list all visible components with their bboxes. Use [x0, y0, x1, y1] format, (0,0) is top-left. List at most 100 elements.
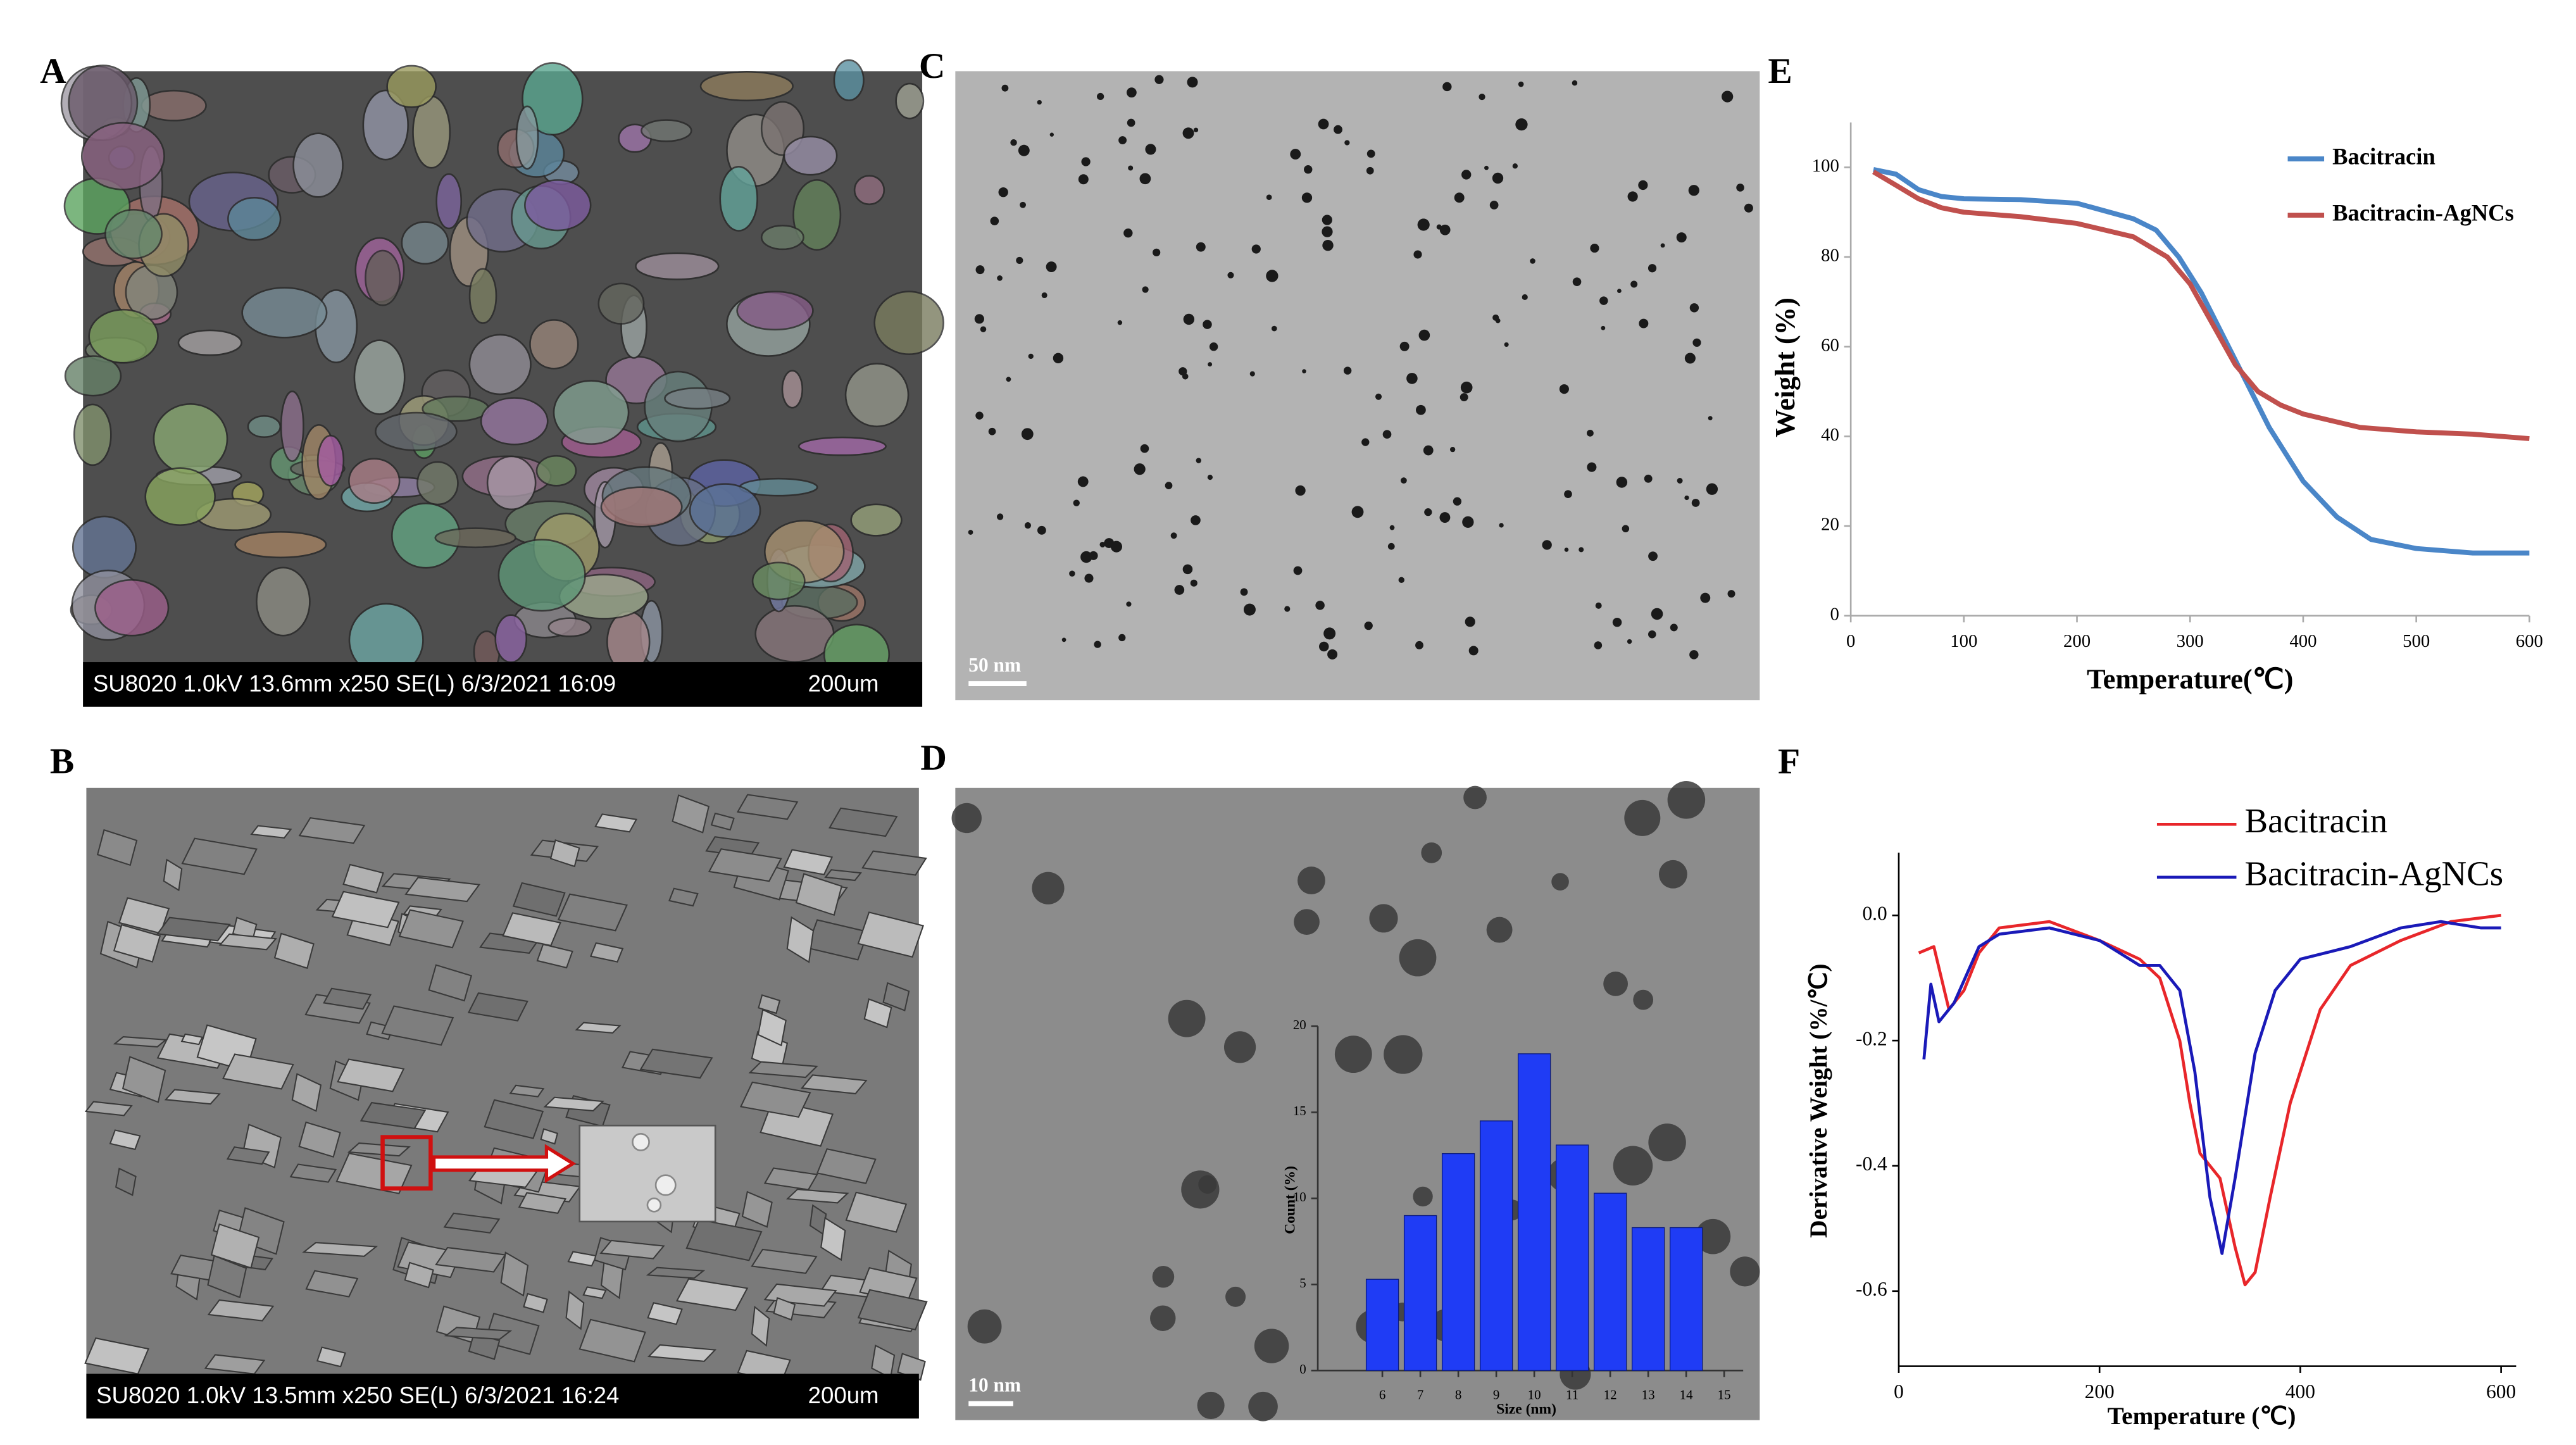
nanoparticle — [1361, 438, 1370, 446]
panel-label: B — [50, 741, 74, 781]
bar — [1669, 1227, 1703, 1371]
nanoparticle — [1343, 366, 1352, 375]
nanoparticle — [1223, 1031, 1256, 1063]
particle — [646, 1198, 662, 1213]
texture-flake — [500, 1251, 529, 1297]
nanoparticle — [1700, 592, 1711, 603]
nanoparticle — [1572, 80, 1578, 86]
nanoparticle — [1413, 250, 1422, 259]
bar — [1441, 1153, 1475, 1371]
texture-flake — [783, 849, 834, 875]
nanoparticle — [988, 427, 996, 435]
nanoparticle — [1522, 294, 1528, 301]
nanoparticle — [1400, 477, 1407, 484]
nanoparticle — [1708, 416, 1713, 421]
nanoparticle — [1249, 371, 1255, 377]
nanoparticle — [1736, 184, 1744, 192]
nanoparticle — [1322, 239, 1334, 251]
texture-flake — [502, 912, 561, 947]
nanoparticle — [1364, 621, 1373, 630]
nanoparticle — [1061, 637, 1066, 642]
nanoparticle — [1644, 474, 1653, 483]
nanoparticle — [1153, 248, 1161, 257]
texture-blob — [280, 391, 304, 462]
texture-flake — [115, 1167, 137, 1196]
texture-flake — [398, 909, 464, 949]
texture-blob — [844, 363, 910, 428]
x-tick-label: 200 — [2085, 1380, 2115, 1403]
nanoparticle — [1227, 272, 1234, 278]
particle — [654, 1174, 677, 1196]
nanoparticle — [1384, 1035, 1423, 1074]
nanoparticle — [1479, 93, 1485, 101]
nanoparticle — [1024, 522, 1032, 529]
nanoparticle — [1595, 602, 1602, 609]
nanoparticle — [1334, 1035, 1372, 1073]
texture-blob — [80, 122, 165, 191]
texture-flake — [337, 1058, 405, 1092]
texture-flake — [342, 863, 384, 894]
texture-blob — [353, 339, 406, 415]
nanoparticle — [974, 314, 984, 324]
nanoparticle — [1334, 125, 1342, 134]
bar — [1517, 1053, 1551, 1371]
nanoparticle — [1193, 127, 1199, 133]
texture-flake — [565, 1290, 585, 1330]
texture-flake — [302, 1242, 378, 1257]
y-tick-label: 15 — [1293, 1103, 1306, 1118]
nanoparticle — [1542, 540, 1552, 550]
panel-label: C — [919, 46, 946, 86]
nanoparticle — [1486, 916, 1513, 943]
texture-flake — [748, 1061, 818, 1079]
x-tick-label: 12 — [1604, 1387, 1617, 1402]
texture-flake — [801, 1074, 868, 1094]
nanoparticle — [1492, 172, 1504, 184]
nanoparticle — [1344, 140, 1350, 146]
texture — [60, 59, 1760, 1422]
nanoparticle — [1564, 547, 1569, 552]
texture-flake — [381, 1005, 454, 1046]
texture-flake — [589, 942, 624, 963]
texture-flake — [567, 1251, 597, 1267]
nanoparticle — [1616, 477, 1628, 488]
nanoparticle — [1518, 81, 1524, 87]
texture-flake — [639, 1048, 713, 1079]
nanoparticle — [1294, 909, 1320, 935]
texture-flake — [647, 1344, 717, 1362]
texture-flake — [575, 1022, 622, 1034]
x-tick-label: 6 — [1379, 1387, 1385, 1402]
nanoparticle — [1182, 373, 1189, 380]
texture-flake — [404, 877, 481, 903]
texture-flake — [218, 933, 277, 951]
y-tick-label: 0 — [1299, 1361, 1306, 1377]
texture-flake — [820, 1217, 846, 1261]
nanoparticle — [1366, 149, 1375, 158]
texture-flake — [331, 891, 400, 929]
nanoparticle — [1182, 127, 1194, 139]
y-tick-label: -0.6 — [1856, 1278, 1887, 1300]
texture-flake — [763, 1167, 818, 1191]
texture-blob — [754, 604, 835, 663]
texture-flake — [785, 1188, 849, 1204]
data-line — [1918, 913, 2501, 1287]
nanoparticle — [1032, 872, 1065, 904]
texture-flake — [467, 992, 528, 1022]
nanoparticle — [1722, 91, 1734, 103]
nanoparticle — [1006, 377, 1011, 382]
x-tick-label: 11 — [1566, 1387, 1579, 1402]
texture-blob — [494, 614, 528, 663]
scale-label: 200um — [808, 670, 879, 696]
nanoparticle — [1691, 499, 1700, 507]
bar — [1593, 1192, 1627, 1371]
x-tick-label: 15 — [1718, 1387, 1731, 1402]
nanoparticle — [1165, 482, 1173, 489]
data-line — [1873, 166, 2530, 556]
texture-flake — [289, 1163, 337, 1183]
nanoparticle — [1295, 485, 1306, 496]
x-tick-label: 13 — [1642, 1387, 1655, 1402]
texture-flake — [428, 964, 473, 1002]
texture-blob — [553, 380, 630, 445]
y-tick-label: 100 — [1812, 156, 1839, 176]
texture-flake — [536, 943, 573, 969]
texture-blob — [486, 455, 537, 511]
